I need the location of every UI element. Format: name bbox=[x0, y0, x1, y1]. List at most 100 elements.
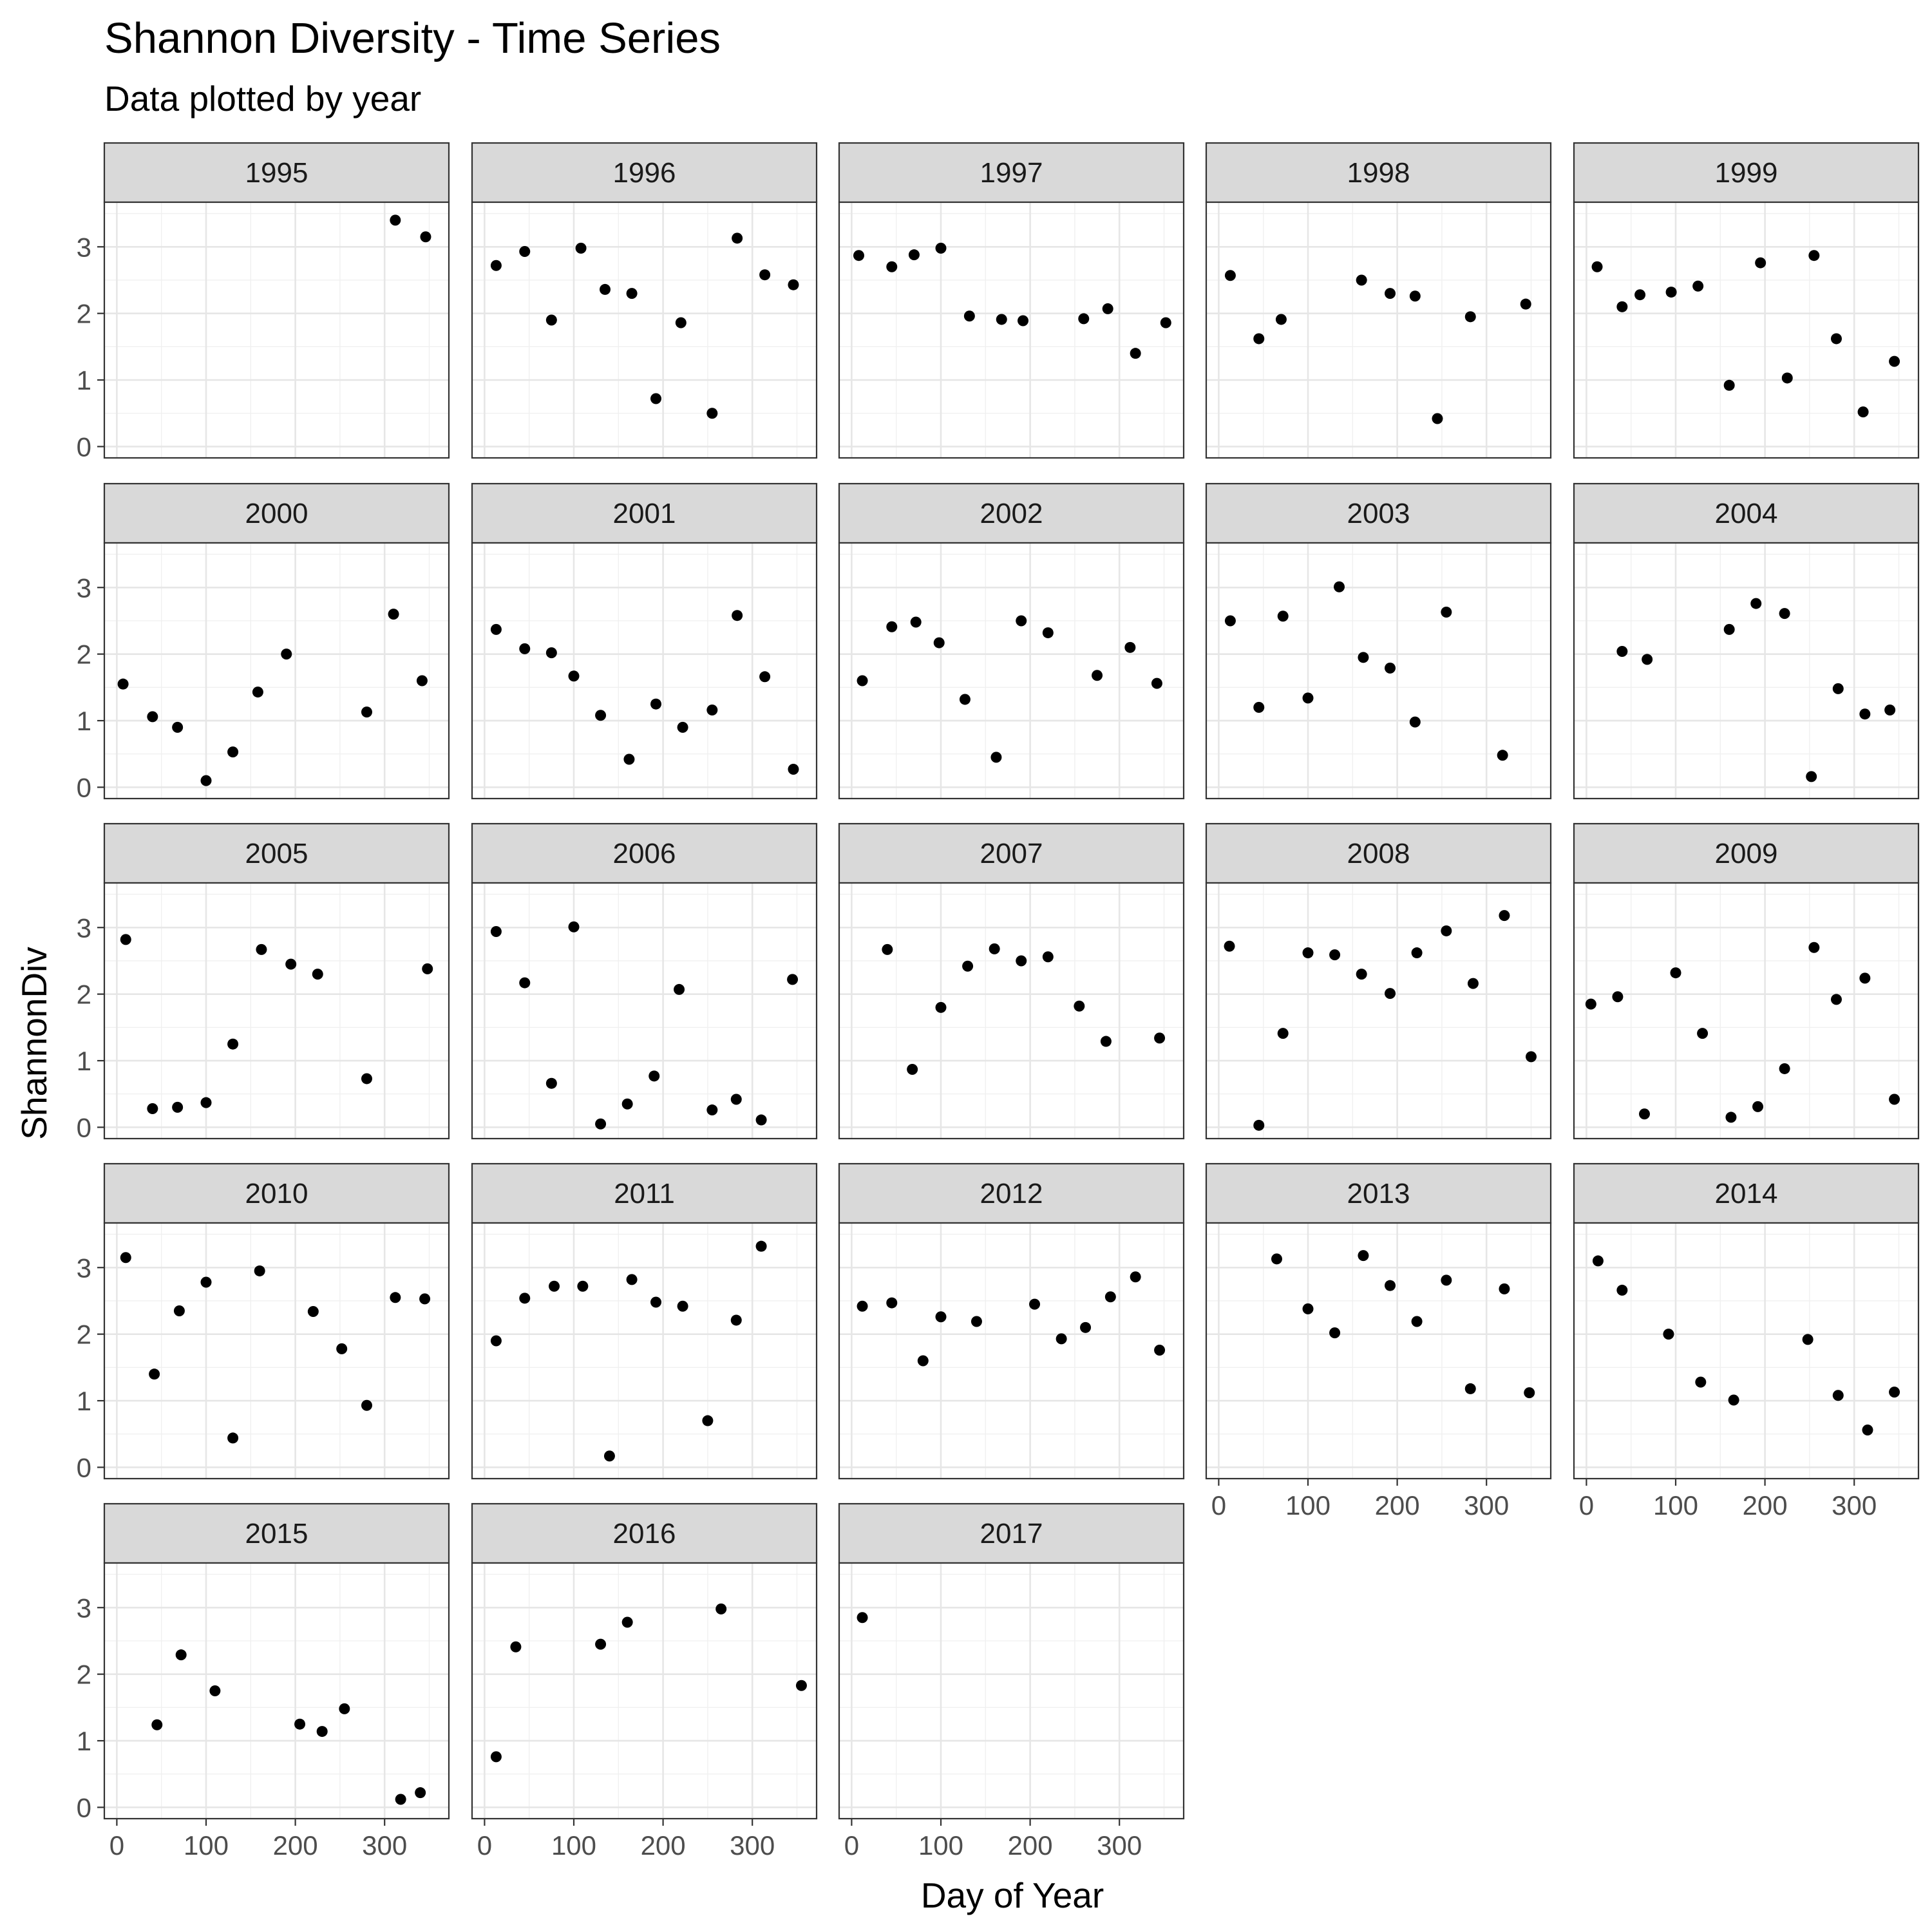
data-point bbox=[1585, 998, 1596, 1010]
data-point bbox=[1271, 1253, 1282, 1265]
data-point bbox=[1160, 317, 1171, 328]
x-tick-label: 300 bbox=[1464, 1490, 1509, 1520]
data-point bbox=[1728, 1394, 1739, 1406]
data-point bbox=[1018, 315, 1029, 327]
data-point bbox=[1302, 1303, 1314, 1314]
data-point bbox=[147, 1103, 158, 1114]
facet-panel-2004: 2004 bbox=[1573, 482, 1920, 800]
panel-border bbox=[838, 1562, 1185, 1820]
facet-strip bbox=[1205, 482, 1552, 544]
data-point bbox=[1334, 581, 1345, 592]
x-tick-label: 0 bbox=[477, 1830, 492, 1861]
data-point bbox=[1832, 1390, 1844, 1401]
data-point bbox=[519, 977, 531, 989]
panel-background bbox=[839, 1223, 1184, 1479]
data-point bbox=[575, 242, 587, 254]
data-point bbox=[1016, 615, 1027, 627]
facet-panel-2000: 2000 0 1 2 3 bbox=[77, 482, 450, 802]
data-point bbox=[545, 647, 557, 659]
data-point bbox=[1151, 677, 1162, 689]
y-tick-label: 1 bbox=[77, 1386, 91, 1416]
data-point bbox=[935, 1311, 947, 1323]
data-point bbox=[886, 621, 898, 632]
facet-panel-2006: 2006 bbox=[471, 822, 818, 1140]
data-point bbox=[294, 1718, 306, 1730]
panel-background bbox=[472, 543, 817, 799]
panel-background bbox=[104, 883, 449, 1139]
data-point bbox=[1385, 288, 1396, 299]
data-point bbox=[173, 1305, 185, 1316]
facet-panel-2003: 2003 bbox=[1205, 482, 1552, 800]
facet-strip-label: 2014 bbox=[1715, 1178, 1778, 1209]
data-point bbox=[990, 752, 1002, 763]
facet-panel-2008: 2008 bbox=[1205, 822, 1552, 1140]
data-point bbox=[339, 1703, 350, 1714]
facet-panel-2015: 2015 0 1 2 3 0 100 200 300 bbox=[77, 1502, 450, 1861]
data-point bbox=[1275, 314, 1287, 325]
data-point bbox=[788, 279, 799, 290]
data-point bbox=[1441, 1274, 1452, 1286]
x-tick-label: 200 bbox=[641, 1830, 686, 1861]
data-point bbox=[715, 1603, 727, 1615]
data-point bbox=[910, 616, 922, 628]
facet-panel-1995: 1995 0 1 2 3 bbox=[77, 142, 450, 462]
data-point bbox=[933, 637, 945, 649]
data-point bbox=[1889, 355, 1900, 367]
facet-strip bbox=[103, 822, 450, 884]
x-tick-label: 100 bbox=[1653, 1490, 1698, 1520]
data-point bbox=[390, 1292, 401, 1303]
data-point bbox=[490, 1751, 502, 1763]
data-point bbox=[1889, 1387, 1900, 1398]
data-point bbox=[755, 1240, 767, 1252]
facet-panel-2013: 2013 0 100 200 300 bbox=[1205, 1162, 1552, 1520]
y-tick-label: 3 bbox=[77, 232, 91, 262]
data-point bbox=[1779, 608, 1790, 620]
data-point bbox=[1029, 1298, 1041, 1310]
panel-border bbox=[103, 201, 450, 459]
panel-background bbox=[104, 543, 449, 799]
data-point bbox=[1808, 942, 1820, 953]
panel-border bbox=[838, 542, 1185, 800]
facet-strip-label: 2013 bbox=[1347, 1178, 1410, 1209]
data-point bbox=[1497, 750, 1508, 761]
facet-panel-2016: 2016 0 100 200 300 bbox=[471, 1502, 818, 1861]
data-point bbox=[1697, 1028, 1709, 1039]
panel-background bbox=[1206, 543, 1551, 799]
data-point bbox=[1441, 925, 1452, 936]
x-tick-label: 300 bbox=[1097, 1830, 1142, 1861]
panel-background bbox=[472, 202, 817, 458]
panel-border bbox=[471, 1222, 818, 1480]
facet-strip-label: 2004 bbox=[1715, 498, 1778, 529]
data-point bbox=[626, 1274, 638, 1285]
facet-strip-label: 2006 bbox=[613, 838, 676, 869]
data-point bbox=[1752, 1101, 1764, 1112]
facet-strip-label: 2000 bbox=[245, 498, 308, 529]
y-tick-label: 0 bbox=[77, 1452, 91, 1482]
panel-border bbox=[838, 201, 1185, 459]
panel-border bbox=[471, 882, 818, 1140]
data-point bbox=[1857, 406, 1869, 418]
panel-background bbox=[1574, 883, 1918, 1139]
data-point bbox=[650, 698, 662, 710]
data-point bbox=[1750, 598, 1762, 609]
x-tick-label: 0 bbox=[844, 1830, 859, 1861]
x-tick-label: 200 bbox=[273, 1830, 318, 1861]
facet-strip bbox=[838, 1162, 1185, 1224]
data-point bbox=[147, 711, 158, 723]
data-point bbox=[595, 710, 607, 721]
x-axis-title: Day of Year bbox=[921, 1875, 1104, 1915]
data-point bbox=[706, 408, 718, 419]
panel-background bbox=[1206, 202, 1551, 458]
data-point bbox=[519, 643, 531, 654]
data-point bbox=[1830, 333, 1842, 345]
y-tick-label: 3 bbox=[77, 913, 91, 943]
data-point bbox=[1499, 910, 1510, 922]
data-point bbox=[732, 232, 743, 244]
data-point bbox=[675, 317, 687, 328]
panel-border bbox=[1205, 882, 1552, 1140]
facet-panel-2014: 2014 0 100 200 300 bbox=[1573, 1162, 1920, 1520]
panel-background bbox=[472, 1563, 817, 1819]
data-point bbox=[227, 1432, 239, 1444]
data-point bbox=[730, 1314, 742, 1326]
data-point bbox=[1670, 967, 1681, 979]
